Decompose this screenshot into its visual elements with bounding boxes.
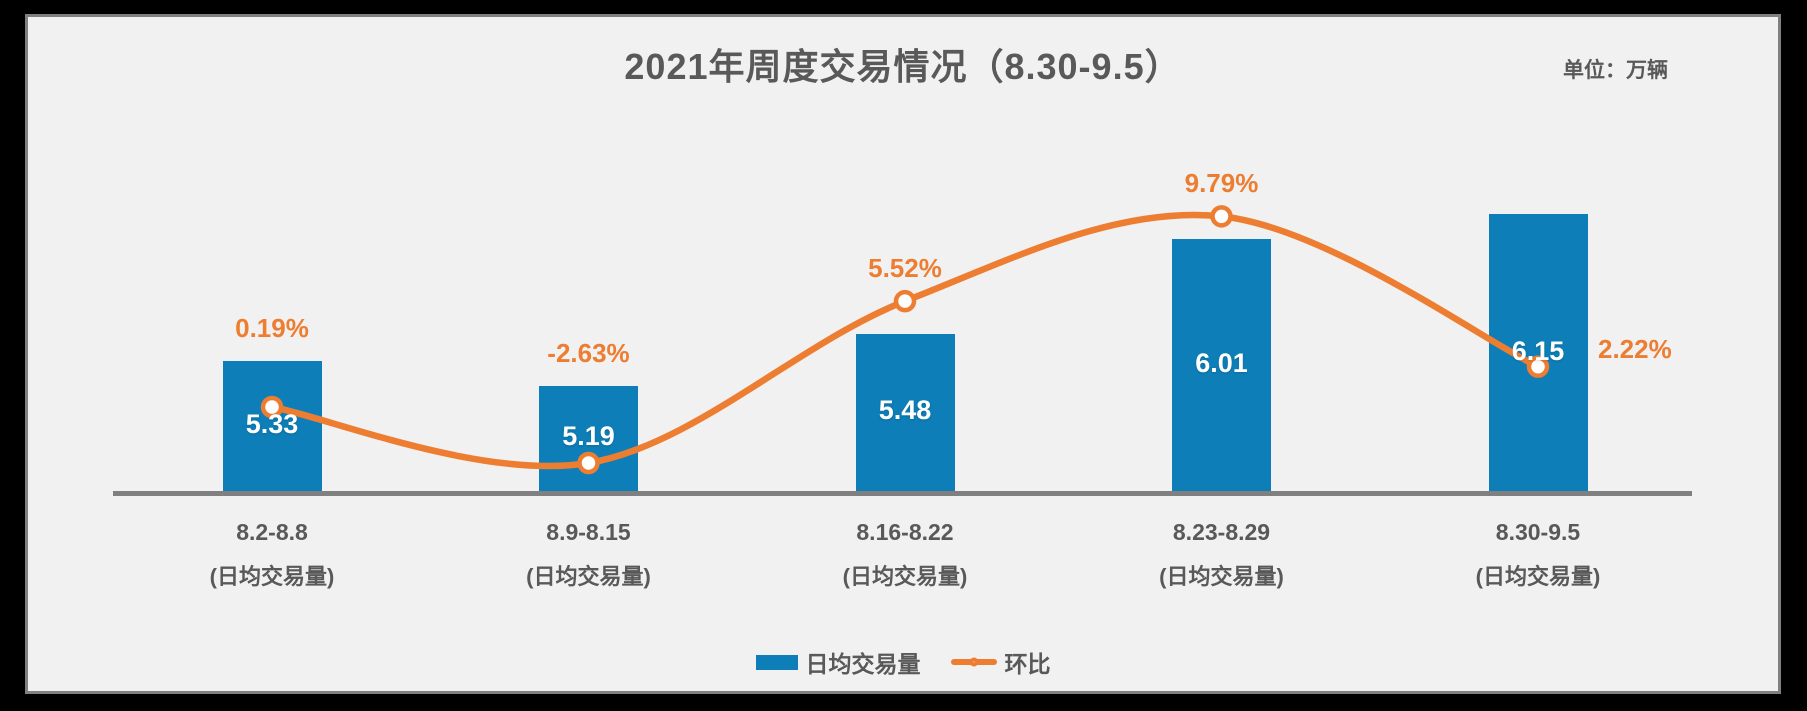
category-sublabel: (日均交易量) [526,564,651,589]
category-sublabel: (日均交易量) [209,564,335,589]
pct-label: 2.22% [1598,333,1672,364]
category-label: 8.16-8.22 [856,519,954,545]
bar-series-swatch-icon [755,654,798,670]
legend-line-label: 环比 [1004,651,1051,677]
legend: 日均交易量 环比 [25,645,1781,679]
chart-title: 2021年周度交易情况（8.30-9.5） [624,46,1182,87]
legend-item-bar: 日均交易量 [755,645,921,679]
bar-value-label: 5.48 [878,395,932,426]
legend-item-line: 环比 [950,645,1051,679]
category-label: 8.2-8.8 [236,519,308,545]
bar-value-label: 5.19 [562,421,615,452]
unit-label: 单位：万辆 [1563,59,1668,82]
line-marker-dot-icon [969,657,978,667]
category-label: 8.30-9.5 [1495,519,1581,545]
line-series-swatch-icon [950,657,997,667]
category-sublabel: (日均交易量) [1159,564,1284,589]
pct-label: 5.52% [868,253,942,284]
line-point-marker-8.16-8.22 [893,289,917,313]
bar-value-label: 6.15 [1511,335,1565,366]
line-point-marker-8.23-8.29 [1210,205,1233,228]
category-sublabel: (日均交易量) [842,564,968,589]
x-axis-line [113,491,1692,496]
pct-label: 0.19% [235,312,309,343]
bar-value-label: 6.01 [1195,348,1248,379]
legend-bar-label: 日均交易量 [805,651,921,677]
pct-label: -2.63% [547,337,630,368]
bar-value-label: 5.33 [245,408,299,439]
pct-label: 9.79% [1184,168,1259,199]
category-label: 8.9-8.15 [546,519,631,545]
category-sublabel: (日均交易量) [1475,564,1601,589]
category-label: 8.23-8.29 [1172,519,1271,545]
